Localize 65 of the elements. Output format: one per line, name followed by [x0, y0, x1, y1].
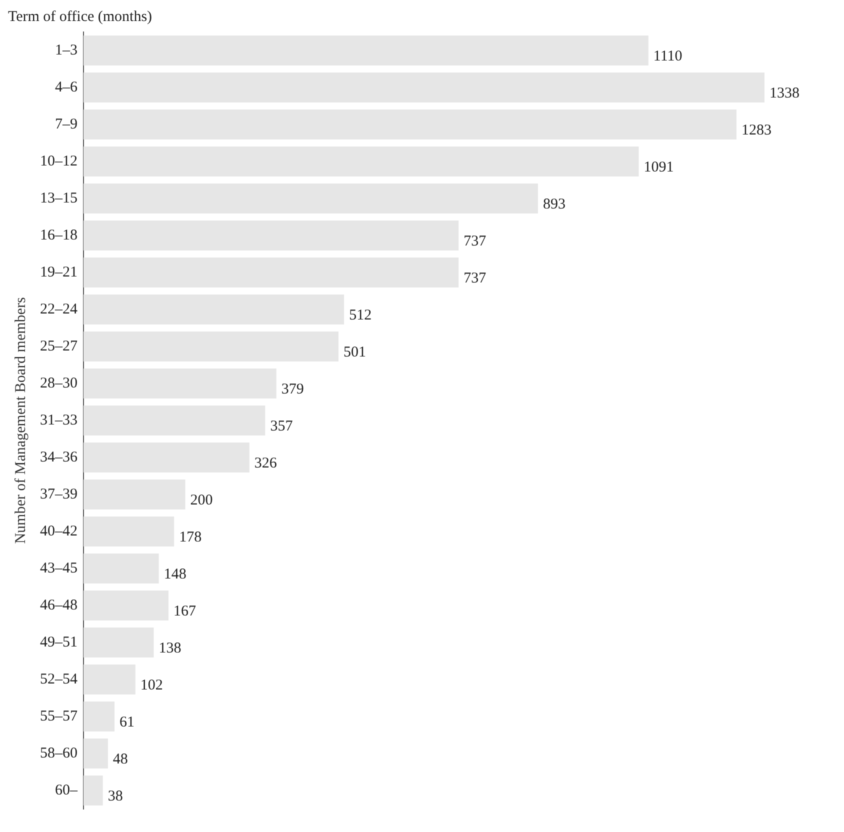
data-label: 148	[164, 566, 186, 582]
y-tick-label: 40–42	[40, 523, 78, 540]
y-tick-label: 4–6	[55, 79, 78, 96]
bar	[84, 702, 115, 732]
bar	[84, 590, 168, 620]
y-tick-label: 60–	[55, 782, 78, 798]
y-tick-label: 43–45	[40, 560, 78, 576]
y-tick-label: 19–21	[40, 264, 78, 280]
data-label: 357	[270, 418, 294, 434]
bar	[84, 332, 338, 362]
y-axis-title: Number of Management Board members	[12, 297, 29, 544]
y-tick-label: 1–3	[55, 42, 78, 58]
y-tick-label: 49–51	[40, 634, 78, 650]
bar	[84, 554, 159, 584]
bar	[84, 294, 344, 324]
data-label: 1338	[769, 85, 800, 102]
y-tick-label: 52–54	[40, 671, 78, 688]
data-label: 1283	[741, 122, 772, 138]
data-label: 48	[112, 751, 128, 768]
bar	[84, 442, 250, 472]
data-label: 1110	[653, 48, 682, 64]
y-tick-label: 13–15	[40, 190, 78, 206]
bar	[84, 146, 639, 176]
bar	[84, 220, 459, 250]
data-label: 178	[179, 529, 202, 546]
bar	[84, 516, 174, 546]
data-label: 379	[281, 381, 304, 398]
chart-title: Term of office (months)	[8, 8, 152, 25]
y-tick-label: 7–9	[55, 116, 78, 132]
bar	[84, 184, 538, 214]
data-label: 737	[464, 270, 487, 286]
y-tick-label: 55–57	[40, 708, 78, 724]
y-tick-label: 46–48	[40, 597, 78, 614]
y-tick-label: 58–60	[40, 745, 78, 762]
bar	[84, 368, 276, 398]
y-tick-label: 31–33	[40, 412, 78, 428]
bar	[84, 110, 736, 140]
bar	[84, 36, 648, 66]
bar	[84, 776, 103, 806]
bar	[84, 664, 136, 694]
y-tick-label: 28–30	[40, 375, 78, 392]
data-label: 102	[140, 677, 163, 694]
y-tick-label: 22–24	[40, 301, 78, 318]
y-tick-label: 37–39	[40, 486, 78, 502]
y-tick-label: 10–12	[40, 153, 78, 170]
bar	[84, 628, 154, 658]
data-label: 737	[464, 233, 487, 250]
data-label: 326	[254, 455, 278, 472]
y-tick-label: 34–36	[40, 449, 78, 466]
y-tick-label: 25–27	[40, 338, 78, 354]
data-label: 893	[542, 196, 566, 212]
data-label: 501	[343, 344, 366, 360]
data-label: 38	[108, 788, 123, 804]
data-label: 167	[173, 603, 196, 620]
bar	[84, 480, 186, 510]
data-label: 1091	[644, 159, 674, 176]
bar	[84, 406, 266, 436]
data-label: 512	[349, 307, 372, 324]
bar	[84, 72, 764, 102]
data-label: 200	[190, 492, 213, 508]
data-label: 61	[120, 714, 135, 730]
data-label: 138	[158, 640, 182, 656]
bar	[84, 738, 108, 768]
y-tick-label: 16–18	[40, 227, 78, 244]
bar	[84, 258, 459, 288]
